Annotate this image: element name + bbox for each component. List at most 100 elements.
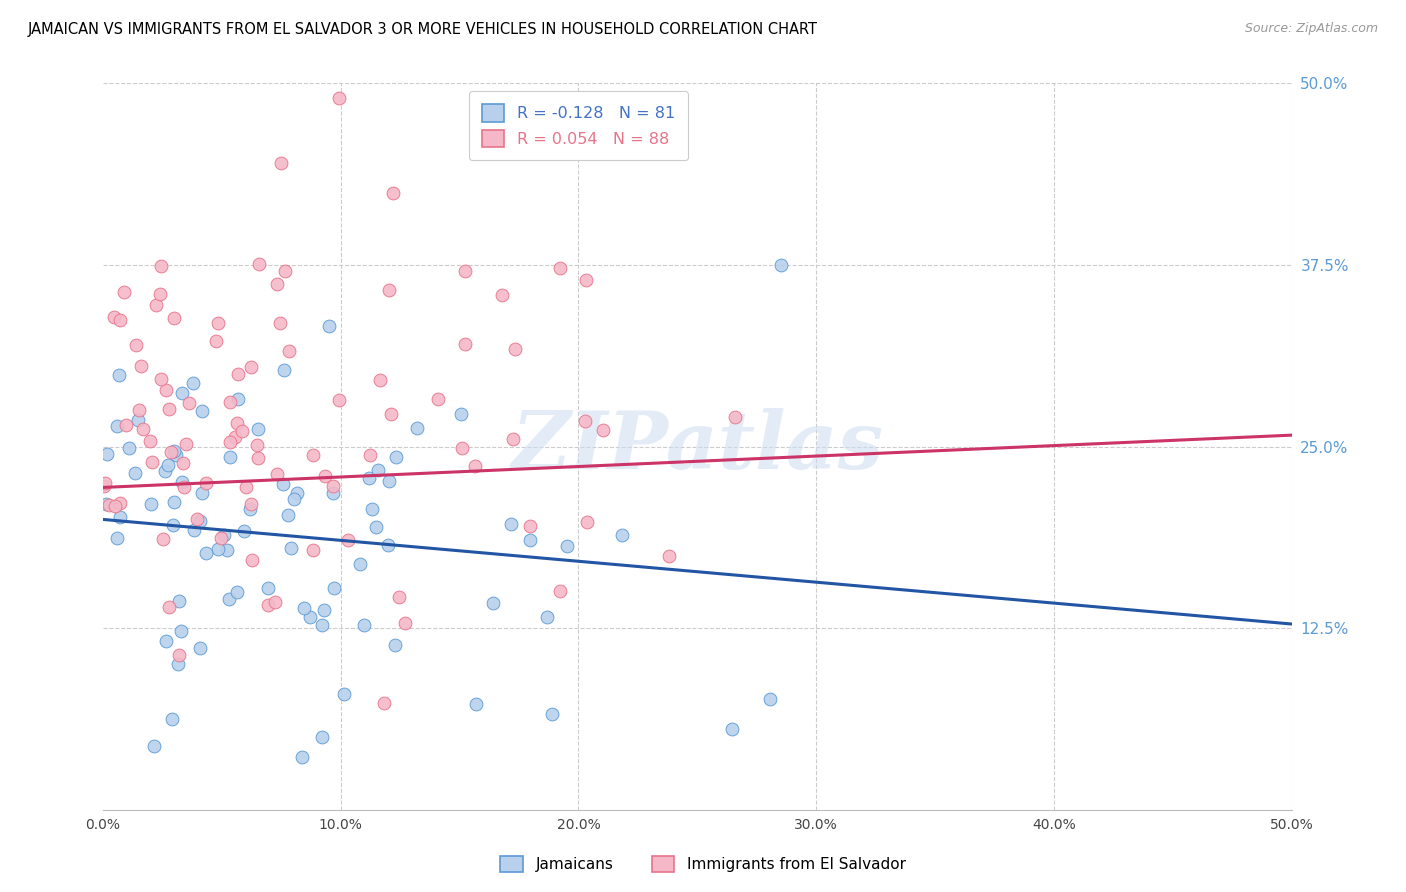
Point: [125, 338, 148, 352]
Point: [231, 424, 253, 438]
Point: [167, 648, 190, 663]
Point: [183, 523, 205, 537]
Point: [450, 407, 472, 421]
Point: [256, 581, 278, 595]
Point: [112, 285, 135, 299]
Point: [240, 497, 263, 511]
Point: [173, 480, 195, 494]
Point: [285, 485, 308, 500]
Point: [166, 657, 188, 671]
Point: [188, 640, 211, 655]
Point: [155, 633, 177, 648]
Point: [574, 414, 596, 428]
Point: [226, 416, 249, 430]
Point: [610, 528, 633, 542]
Point: [152, 532, 174, 546]
Point: [503, 342, 526, 356]
Point: [283, 491, 305, 506]
Point: [759, 692, 782, 706]
Point: [108, 368, 131, 383]
Point: [246, 422, 269, 436]
Point: [239, 502, 262, 516]
Point: [219, 395, 242, 409]
Point: [174, 437, 197, 451]
Point: [311, 731, 333, 745]
Point: [328, 91, 350, 105]
Point: [214, 527, 236, 541]
Point: [382, 186, 405, 201]
Text: Source: ZipAtlas.com: Source: ZipAtlas.com: [1244, 22, 1378, 36]
Point: [349, 557, 371, 571]
Point: [384, 638, 406, 652]
Legend: Jamaicans, Immigrants from El Salvador: Jamaicans, Immigrants from El Salvador: [492, 848, 914, 880]
Point: [266, 277, 288, 292]
Point: [380, 407, 402, 421]
Point: [263, 595, 285, 609]
Point: [205, 334, 228, 349]
Point: [240, 553, 263, 567]
Point: [165, 448, 187, 462]
Point: [575, 516, 598, 530]
Point: [162, 517, 184, 532]
Point: [519, 519, 541, 533]
Point: [266, 467, 288, 481]
Point: [191, 485, 214, 500]
Point: [240, 360, 263, 375]
Point: [724, 410, 747, 425]
Point: [314, 469, 336, 483]
Point: [373, 696, 395, 710]
Point: [299, 610, 322, 624]
Point: [333, 687, 356, 701]
Point: [129, 359, 152, 373]
Point: [328, 392, 350, 407]
Point: [548, 583, 571, 598]
Point: [592, 423, 614, 437]
Point: [127, 413, 149, 427]
Point: [104, 499, 127, 513]
Point: [247, 450, 270, 465]
Point: [94, 476, 117, 491]
Point: [322, 479, 344, 493]
Point: [93, 479, 115, 493]
Point: [366, 520, 388, 534]
Point: [139, 497, 162, 511]
Point: [96, 447, 118, 461]
Point: [357, 470, 380, 484]
Point: [368, 373, 391, 387]
Point: [367, 463, 389, 477]
Point: [302, 543, 325, 558]
Point: [278, 343, 301, 358]
Point: [186, 512, 208, 526]
Point: [94, 497, 117, 511]
Point: [359, 448, 381, 462]
Point: [235, 480, 257, 494]
Point: [548, 261, 571, 276]
Point: [465, 698, 488, 712]
Point: [170, 475, 193, 490]
Point: [108, 496, 131, 510]
Point: [224, 430, 246, 444]
Point: [499, 517, 522, 532]
Point: [97, 499, 120, 513]
Point: [541, 706, 564, 721]
Point: [225, 585, 247, 599]
Point: [280, 541, 302, 555]
Point: [207, 542, 229, 557]
Text: JAMAICAN VS IMMIGRANTS FROM EL SALVADOR 3 OR MORE VEHICLES IN HOUSEHOLD CORRELAT: JAMAICAN VS IMMIGRANTS FROM EL SALVADOR …: [28, 22, 818, 37]
Point: [163, 444, 186, 458]
Point: [153, 464, 176, 478]
Point: [118, 442, 141, 456]
Text: ZIPatlas: ZIPatlas: [512, 408, 883, 485]
Point: [207, 316, 229, 330]
Point: [172, 386, 194, 401]
Point: [219, 450, 242, 464]
Point: [155, 384, 177, 398]
Point: [215, 542, 238, 557]
Point: [247, 257, 270, 271]
Point: [377, 537, 399, 551]
Point: [232, 524, 254, 538]
Point: [491, 288, 513, 302]
Point: [394, 615, 416, 630]
Point: [172, 456, 194, 470]
Point: [157, 458, 180, 472]
